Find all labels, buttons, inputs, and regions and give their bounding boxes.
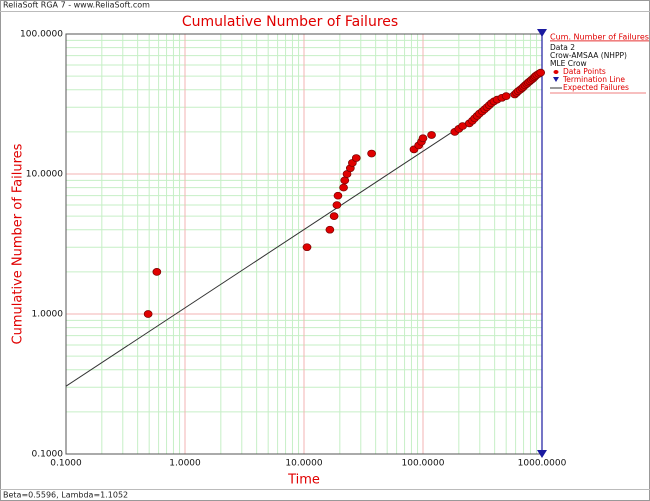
data-point [418,134,428,143]
termination-marker [537,450,547,458]
data-point [329,212,339,220]
data-point [333,191,343,200]
legend-label: Expected Failures [563,83,629,92]
legend-text: Crow-AMSAA (NHPP) [550,51,627,60]
termination-marker [537,29,547,37]
x-tick-label: 10.0000 [285,459,322,469]
data-point [501,92,511,100]
legend-label: Data Points [563,67,606,76]
x-tick-label: 100.0000 [402,459,445,469]
data-point [332,201,342,209]
data-point [367,149,376,158]
x-tick-label: 1000.0000 [518,459,567,469]
data-point [143,310,153,318]
x-axis-label: Time [287,473,320,488]
legend-text: MLE Crow [550,59,587,68]
header: ReliaSoft RGA 7 - www.ReliaSoft.com [3,1,150,10]
y-tick-label: 1.0000 [32,310,64,320]
footer: Beta=0.5596, Lambda=1.1052 [3,491,128,500]
chart-title: Cumulative Number of Failures [182,14,398,30]
data-point [536,68,546,77]
x-tick-label: 1.0000 [169,459,201,469]
x-tick-label: 0.1000 [50,459,82,469]
data-point [325,225,335,234]
legend-text: Data 2 [550,43,575,52]
data-point [340,176,350,185]
data-point [152,268,162,276]
y-tick-label: 10.0000 [26,170,63,180]
y-axis-label: Cumulative Number of Failures [11,143,26,344]
legend-label: Termination Line [562,75,625,84]
legend-swatch [553,77,559,82]
y-tick-label: 0.1000 [32,450,64,460]
data-point [351,154,361,162]
y-tick-label: 100.0000 [20,30,63,40]
legend-swatch [553,70,559,74]
data-point [302,243,312,252]
data-point [339,183,348,192]
legend-title: Cum. Number of Failures [550,33,649,42]
data-point [427,131,436,139]
